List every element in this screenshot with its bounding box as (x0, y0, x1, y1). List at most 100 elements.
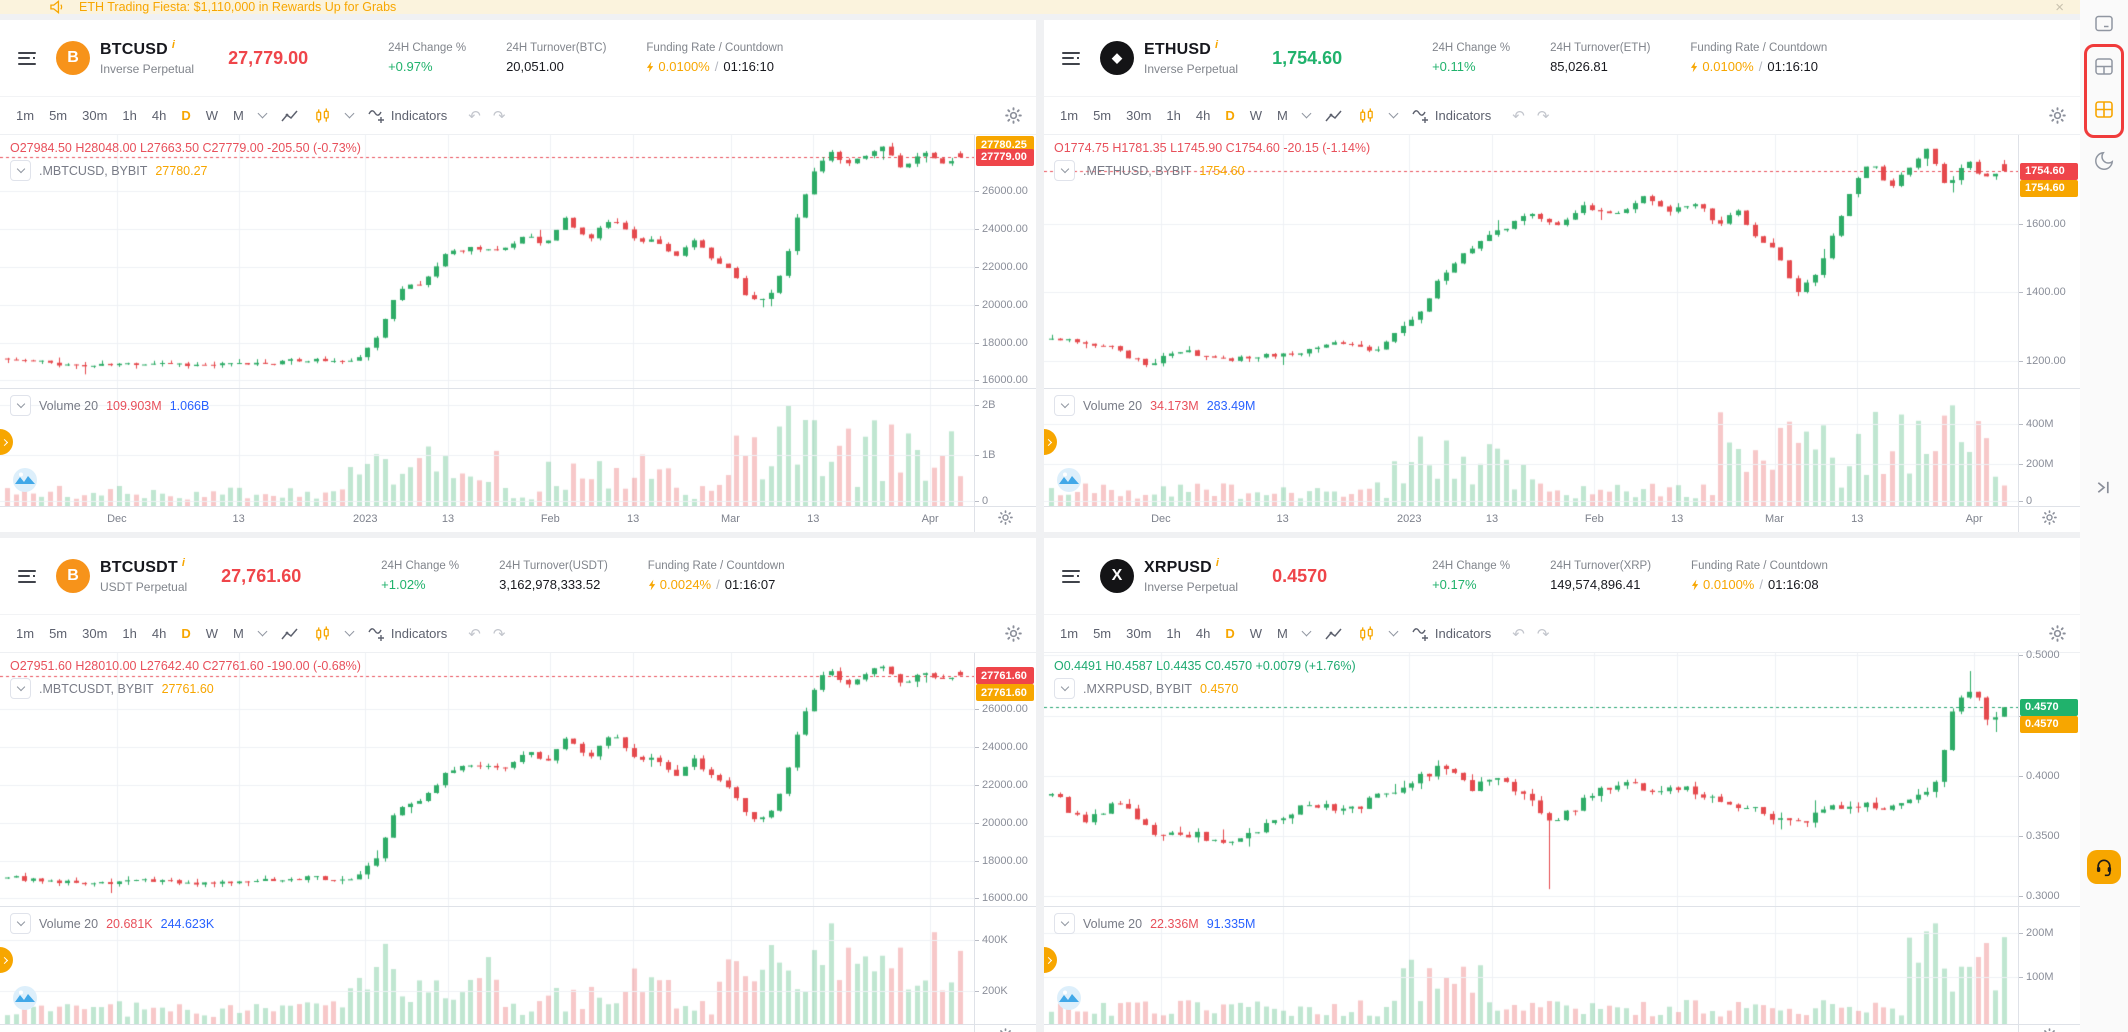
symbol-name[interactable]: BTCUSD (100, 40, 168, 58)
axis-settings-gear-icon[interactable] (998, 509, 1013, 530)
volume-axis[interactable]: 2B 1B 0 (974, 389, 1036, 507)
axis-settings-gear-icon[interactable] (998, 1027, 1013, 1032)
timeframe-5m[interactable]: 5m (49, 108, 68, 123)
timeframe-M[interactable]: M (233, 626, 244, 641)
timeframe-5m[interactable]: 5m (49, 626, 68, 641)
volume-canvas[interactable] (1044, 389, 2018, 506)
info-icon[interactable]: i (171, 38, 175, 51)
candlestick-type-icon[interactable] (314, 625, 331, 643)
promo-banner[interactable]: ETH Trading Fiesta: $1,110,000 in Reward… (0, 0, 2080, 16)
series-dropdown-button[interactable] (1054, 678, 1075, 699)
timeframe-M[interactable]: M (1277, 626, 1288, 641)
chart-settings-gear-icon[interactable] (1005, 625, 1022, 645)
timeframe-4h[interactable]: 4h (151, 108, 167, 123)
indicators-button[interactable]: Indicators (368, 626, 447, 642)
volume-canvas[interactable] (0, 389, 974, 506)
charttype-chevron-down-icon[interactable] (1388, 108, 1399, 119)
symbol-menu-icon[interactable] (1062, 51, 1080, 65)
volume-dropdown-button[interactable] (10, 395, 31, 416)
redo-icon[interactable]: ↷ (492, 625, 506, 643)
split-layout-icon[interactable] (2094, 57, 2114, 81)
timeframe-30m[interactable]: 30m (82, 108, 108, 123)
panel-expand-pill[interactable] (1044, 429, 1057, 455)
timeframe-4h[interactable]: 4h (151, 626, 167, 641)
timeframe-M[interactable]: M (1277, 108, 1288, 123)
line-chart-icon[interactable] (1325, 109, 1343, 123)
line-chart-icon[interactable] (1325, 627, 1343, 641)
redo-icon[interactable]: ↷ (1536, 107, 1550, 125)
price-axis[interactable]: 26000.00 24000.00 22000.00 20000.00 18000.00… (974, 653, 1036, 906)
candlestick-type-icon[interactable] (314, 107, 331, 125)
chart-settings-gear-icon[interactable] (2049, 625, 2066, 645)
timeframe-30m[interactable]: 30m (82, 626, 108, 641)
price-chart-canvas[interactable] (1044, 653, 2018, 906)
timeframe-1m[interactable]: 1m (16, 626, 35, 641)
price-axis[interactable]: 26000.00 24000.00 22000.00 20000.00 18000.00… (974, 135, 1036, 388)
timeframe-W[interactable]: W (205, 626, 219, 641)
indicators-button[interactable]: Indicators (1412, 108, 1491, 124)
timeframe-W[interactable]: W (1249, 626, 1263, 641)
chart-settings-gear-icon[interactable] (2049, 107, 2066, 127)
price-chart-canvas[interactable] (0, 653, 974, 906)
charttype-chevron-down-icon[interactable] (344, 108, 355, 119)
timeframe-30m[interactable]: 30m (1126, 626, 1152, 641)
timeframe-4h[interactable]: 4h (1195, 626, 1211, 641)
volume-dropdown-button[interactable] (1054, 913, 1075, 934)
series-dropdown-button[interactable] (10, 160, 31, 181)
timeframe-D[interactable]: D (1225, 626, 1235, 641)
info-icon[interactable]: i (1214, 38, 1219, 51)
undo-icon[interactable]: ↶ (1512, 107, 1525, 125)
collapse-icon[interactable] (2095, 478, 2114, 502)
indicators-button[interactable]: Indicators (1412, 626, 1491, 642)
info-icon[interactable]: i (1215, 556, 1219, 569)
timeframe-W[interactable]: W (1249, 108, 1263, 123)
timeframe-chevron-down-icon[interactable] (257, 108, 268, 119)
axis-settings-gear-icon[interactable] (2042, 509, 2057, 530)
series-dropdown-button[interactable] (1054, 160, 1075, 181)
undo-icon[interactable]: ↶ (468, 625, 481, 643)
timeframe-chevron-down-icon[interactable] (1301, 626, 1312, 637)
symbol-name[interactable]: ETHUSD (1144, 40, 1211, 58)
price-chart-canvas[interactable] (1044, 135, 2018, 388)
volume-dropdown-button[interactable] (1054, 395, 1075, 416)
grid-layout-icon[interactable] (2094, 100, 2114, 124)
price-axis[interactable]: 0.50000.45000.40000.35000.30000.45700.45… (2018, 649, 2080, 906)
moon-icon[interactable] (2093, 150, 2115, 177)
timeframe-5m[interactable]: 5m (1093, 626, 1112, 641)
chart-settings-gear-icon[interactable] (1005, 107, 1022, 127)
redo-icon[interactable]: ↷ (1536, 625, 1550, 643)
timeframe-M[interactable]: M (233, 108, 244, 123)
undo-icon[interactable]: ↶ (468, 107, 481, 125)
info-icon[interactable]: i (181, 556, 185, 569)
axis-settings-gear-icon[interactable] (2042, 1027, 2057, 1032)
volume-canvas[interactable] (1044, 907, 2018, 1024)
chart-watermark-logo[interactable] (1056, 467, 1082, 498)
timeframe-4h[interactable]: 4h (1195, 108, 1211, 123)
timeframe-chevron-down-icon[interactable] (257, 626, 268, 637)
promo-banner-text[interactable]: ETH Trading Fiesta: $1,110,000 in Reward… (79, 0, 397, 14)
timeframe-D[interactable]: D (181, 626, 191, 641)
charttype-chevron-down-icon[interactable] (344, 626, 355, 637)
line-chart-icon[interactable] (281, 109, 299, 123)
symbol-name[interactable]: BTCUSDT (100, 558, 178, 576)
volume-axis[interactable]: 200M 100M (2018, 907, 2080, 1024)
volume-axis[interactable]: 400K 200K (974, 907, 1036, 1024)
timeframe-30m[interactable]: 30m (1126, 108, 1152, 123)
banner-close-icon[interactable]: × (2055, 0, 2064, 16)
timeframe-1h[interactable]: 1h (122, 626, 137, 641)
timeframe-1m[interactable]: 1m (1060, 108, 1079, 123)
volume-canvas[interactable] (0, 907, 974, 1024)
chart-watermark-logo[interactable] (12, 467, 38, 498)
volume-axis[interactable]: 400M 200M 0 (2018, 389, 2080, 507)
symbol-menu-icon[interactable] (18, 51, 36, 65)
series-dropdown-button[interactable] (10, 678, 31, 699)
candlestick-type-icon[interactable] (1358, 107, 1375, 125)
candlestick-type-icon[interactable] (1358, 625, 1375, 643)
line-chart-icon[interactable] (281, 627, 299, 641)
redo-icon[interactable]: ↷ (492, 107, 506, 125)
panel-expand-pill[interactable] (0, 947, 13, 973)
timeframe-W[interactable]: W (205, 108, 219, 123)
symbol-menu-icon[interactable] (18, 569, 36, 583)
